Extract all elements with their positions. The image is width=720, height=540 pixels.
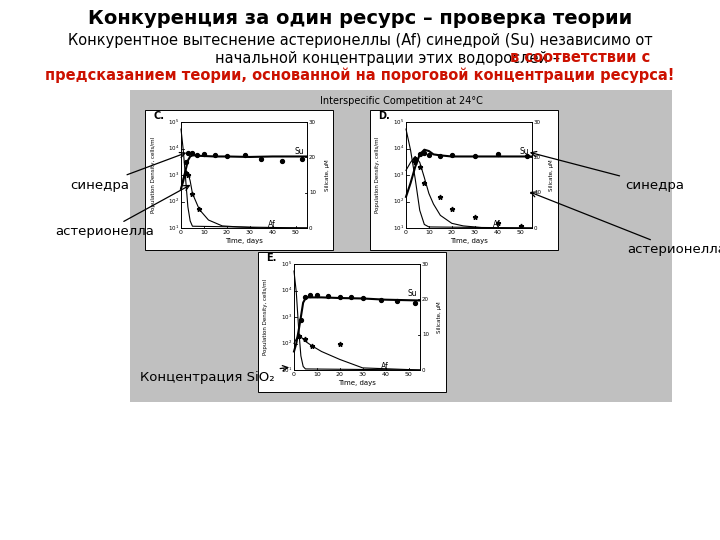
Text: 50: 50	[517, 230, 524, 235]
Text: 30: 30	[422, 261, 429, 267]
Text: Af: Af	[268, 220, 276, 228]
Text: Конкурентное вытеснение астерионеллы (Af) синедрой (Su) независимо от: Конкурентное вытеснение астерионеллы (Af…	[68, 33, 652, 49]
Text: астерионелла: астерионелла	[55, 185, 189, 239]
Text: $10^1$: $10^1$	[393, 224, 404, 233]
Text: 0: 0	[534, 226, 538, 231]
Text: астерионелла: астерионелла	[531, 192, 720, 256]
Text: 20: 20	[336, 372, 343, 377]
Text: 30: 30	[534, 119, 541, 125]
Text: $10^1$: $10^1$	[168, 224, 179, 233]
Bar	[145, 110, 333, 250]
Text: 20: 20	[223, 230, 230, 235]
Text: $10^4$: $10^4$	[392, 144, 404, 153]
Bar	[370, 110, 558, 250]
Text: Time, days: Time, days	[338, 380, 376, 386]
Text: 30: 30	[359, 372, 366, 377]
Text: начальной концентрации этих водорослей –: начальной концентрации этих водорослей –	[215, 51, 564, 65]
Text: 10: 10	[425, 230, 433, 235]
Text: 10: 10	[534, 190, 541, 195]
Text: Population Density, cells/ml: Population Density, cells/ml	[264, 279, 269, 355]
Text: 20: 20	[422, 297, 429, 302]
Text: 10: 10	[309, 190, 316, 195]
Text: $10^2$: $10^2$	[168, 197, 179, 206]
Bar	[258, 252, 446, 392]
Text: Time, days: Time, days	[225, 238, 263, 244]
Text: $10^4$: $10^4$	[281, 286, 292, 295]
Text: $10^3$: $10^3$	[168, 170, 179, 180]
Text: Silicate, μM: Silicate, μM	[438, 301, 443, 333]
Text: $10^5$: $10^5$	[281, 259, 292, 268]
Text: 10: 10	[422, 332, 429, 337]
Text: Population Density, cells/ml: Population Density, cells/ml	[150, 137, 156, 213]
Text: 20: 20	[448, 230, 456, 235]
Text: синедра: синедра	[531, 152, 684, 192]
Text: 50: 50	[292, 230, 300, 235]
Text: Silicate, μM: Silicate, μM	[325, 159, 330, 191]
Text: $10^5$: $10^5$	[168, 117, 179, 127]
Text: 10: 10	[200, 230, 208, 235]
Text: $10^5$: $10^5$	[393, 117, 404, 127]
Text: 0: 0	[422, 368, 426, 373]
Text: 0: 0	[404, 230, 408, 235]
Text: Population Density, cells/ml: Population Density, cells/ml	[376, 137, 380, 213]
Text: 0: 0	[309, 226, 312, 231]
Text: 10: 10	[313, 372, 321, 377]
Text: 30: 30	[246, 230, 253, 235]
Text: D.: D.	[378, 111, 390, 121]
Text: Af: Af	[381, 362, 389, 370]
Text: $10^1$: $10^1$	[281, 366, 292, 375]
Text: Su: Su	[294, 147, 304, 157]
Text: 30: 30	[309, 119, 316, 125]
Text: Концентрация SiO₂: Концентрация SiO₂	[140, 366, 288, 384]
Text: Silicate, μM: Silicate, μM	[549, 159, 554, 191]
Text: 30: 30	[471, 230, 479, 235]
Text: Interspecific Competition at 24°C: Interspecific Competition at 24°C	[320, 96, 482, 106]
Text: Af: Af	[493, 220, 501, 228]
Text: 40: 40	[269, 230, 276, 235]
Text: 40: 40	[494, 230, 502, 235]
Text: 50: 50	[405, 372, 413, 377]
Text: предсказанием теории, основанной на пороговой концентрации ресурса!: предсказанием теории, основанной на поро…	[45, 68, 675, 83]
Bar	[130, 90, 672, 402]
Text: Su: Su	[519, 147, 529, 157]
Text: 0: 0	[292, 372, 296, 377]
Text: C.: C.	[153, 111, 164, 121]
Text: 0: 0	[179, 230, 183, 235]
Text: Su: Su	[408, 289, 417, 298]
Text: $10^2$: $10^2$	[281, 339, 292, 348]
Text: 40: 40	[382, 372, 390, 377]
Text: $10^3$: $10^3$	[281, 312, 292, 322]
Text: E.: E.	[266, 253, 276, 263]
Text: Конкуренция за один ресурс – проверка теории: Конкуренция за один ресурс – проверка те…	[88, 9, 632, 28]
Text: $10^3$: $10^3$	[393, 170, 404, 180]
Text: Time, days: Time, days	[450, 238, 488, 244]
Text: $10^2$: $10^2$	[393, 197, 404, 206]
Text: синедра: синедра	[70, 152, 185, 192]
Text: $10^4$: $10^4$	[168, 144, 179, 153]
Text: 20: 20	[534, 155, 541, 160]
Text: в соответствии с: в соответствии с	[510, 51, 650, 65]
Text: 20: 20	[309, 155, 316, 160]
